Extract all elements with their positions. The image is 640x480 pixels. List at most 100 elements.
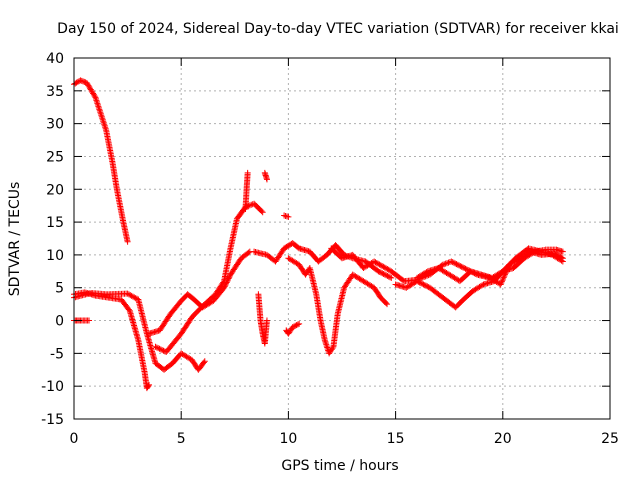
data-point	[125, 306, 132, 313]
data-point	[498, 269, 505, 276]
data-point	[450, 259, 457, 266]
data-point	[499, 277, 506, 284]
series-s12	[283, 320, 303, 337]
data-point	[263, 176, 270, 183]
data-point	[384, 301, 391, 308]
data-point	[132, 295, 139, 302]
y-axis-title: SDTVAR / TECUs	[7, 182, 23, 297]
data-point	[421, 282, 428, 289]
series-s6	[152, 200, 266, 356]
y-tick-label: 15	[46, 215, 64, 231]
plot-frame	[73, 57, 611, 420]
y-tick-label: -15	[41, 412, 64, 428]
y-tick-label: 20	[46, 182, 64, 198]
data-point	[293, 322, 300, 329]
data-point	[78, 77, 85, 84]
data-point	[498, 280, 505, 287]
data-point	[558, 257, 565, 264]
series-s9	[281, 212, 292, 220]
data-point	[479, 282, 486, 289]
data-point	[454, 261, 461, 268]
data-point	[289, 324, 296, 331]
data-point	[530, 249, 537, 256]
data-point	[400, 277, 407, 284]
data-point	[285, 213, 292, 220]
data-point	[156, 345, 163, 352]
data-point	[128, 292, 135, 299]
data-point	[423, 269, 430, 276]
data-point	[388, 274, 395, 281]
x-tick-label: 5	[177, 431, 186, 447]
y-tick-label: -5	[50, 346, 64, 362]
data-point	[124, 238, 131, 245]
data-point	[458, 263, 465, 270]
data-point	[423, 282, 430, 289]
data-point	[463, 266, 470, 273]
data-point	[80, 78, 87, 85]
series-s16	[414, 246, 566, 285]
data-point	[220, 279, 227, 286]
data-point	[559, 248, 566, 255]
data-point	[245, 249, 252, 256]
x-tick-label: 20	[494, 431, 512, 447]
data-point	[498, 278, 505, 285]
data-point	[444, 260, 451, 267]
data-point	[420, 281, 427, 288]
grid-lines	[74, 58, 610, 419]
y-tick-label: 30	[46, 117, 64, 133]
data-point	[559, 258, 566, 265]
data-point	[201, 358, 208, 365]
data-point	[381, 271, 388, 278]
data-point	[382, 300, 389, 307]
data-point	[459, 264, 466, 271]
data-point	[461, 265, 468, 272]
data-point	[77, 77, 84, 84]
data-point	[385, 273, 392, 280]
x-tick-label: 0	[70, 431, 79, 447]
data-point	[249, 201, 256, 208]
data-point	[417, 280, 424, 287]
data-point	[153, 344, 160, 351]
data-point	[226, 272, 233, 279]
x-tick-label: 15	[387, 431, 405, 447]
data-point	[152, 343, 159, 350]
y-tick-label: 0	[55, 314, 64, 330]
data-point	[376, 268, 383, 275]
data-point	[294, 321, 301, 328]
y-tick-label: 40	[46, 51, 64, 67]
data-point	[127, 292, 134, 299]
series-s10	[251, 240, 395, 281]
data-point	[129, 293, 136, 300]
data-point	[456, 262, 463, 269]
data-point	[419, 280, 426, 287]
data-point	[442, 260, 449, 267]
series-s8	[261, 169, 270, 183]
data-point	[159, 347, 166, 354]
data-point	[501, 271, 508, 278]
data-point	[145, 382, 152, 389]
data-point	[441, 261, 448, 268]
axis-ticks	[73, 57, 611, 420]
y-tick-label: 10	[46, 248, 64, 264]
data-point	[424, 283, 431, 290]
data-point	[146, 381, 153, 388]
data-point	[500, 274, 507, 281]
data-point	[244, 169, 251, 176]
data-point	[379, 270, 386, 277]
data-point	[157, 346, 164, 353]
data-point	[383, 272, 390, 279]
data-point	[497, 281, 504, 288]
y-tick-label: 5	[55, 281, 64, 297]
series-s3	[71, 289, 208, 373]
data-point	[500, 275, 507, 282]
data-point	[384, 272, 391, 279]
x-tick-label: 10	[279, 431, 297, 447]
data-point	[81, 78, 88, 85]
x-tick-label: 25	[601, 431, 619, 447]
data-point	[380, 270, 387, 277]
series-s7	[242, 169, 251, 212]
data-point	[387, 274, 394, 281]
series-s5	[146, 248, 253, 337]
data-point	[125, 291, 132, 298]
data-point	[131, 294, 138, 301]
